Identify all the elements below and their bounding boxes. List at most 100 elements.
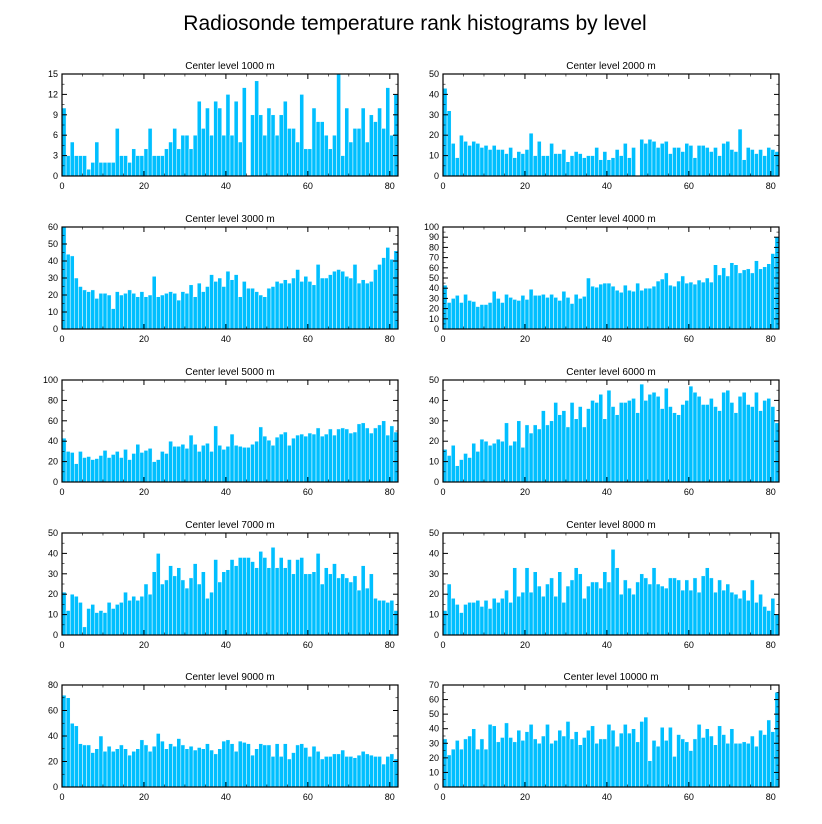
bar bbox=[155, 553, 161, 636]
bar bbox=[131, 751, 137, 788]
bar bbox=[356, 589, 362, 636]
bar bbox=[639, 139, 645, 177]
bar bbox=[90, 459, 96, 483]
bar bbox=[758, 268, 763, 330]
bar bbox=[459, 748, 464, 788]
bar bbox=[381, 257, 386, 330]
bar bbox=[151, 745, 157, 788]
bar bbox=[577, 153, 583, 177]
bar bbox=[676, 579, 681, 636]
bar bbox=[618, 155, 624, 177]
bar bbox=[758, 410, 763, 483]
bar bbox=[676, 414, 681, 483]
bar bbox=[680, 589, 686, 636]
bar bbox=[532, 571, 538, 636]
bar bbox=[102, 612, 108, 636]
bar bbox=[561, 410, 567, 483]
bar bbox=[151, 276, 157, 330]
bar bbox=[278, 756, 284, 788]
bar bbox=[369, 281, 374, 330]
bar bbox=[98, 293, 104, 330]
x-tick-label: 0 bbox=[440, 181, 445, 191]
bar bbox=[586, 277, 591, 330]
bar bbox=[168, 743, 173, 788]
bar bbox=[176, 738, 182, 788]
bar bbox=[684, 741, 690, 788]
bar bbox=[680, 738, 686, 788]
bar bbox=[618, 292, 624, 330]
panel-title: Center level 5000 m bbox=[185, 367, 275, 378]
bar bbox=[479, 738, 485, 788]
x-tick-label: 0 bbox=[440, 792, 445, 802]
bar bbox=[307, 432, 313, 483]
bar bbox=[69, 255, 75, 330]
bar bbox=[471, 141, 477, 177]
bar bbox=[745, 147, 751, 177]
bar bbox=[344, 107, 350, 177]
bar bbox=[491, 725, 497, 788]
bar bbox=[754, 745, 759, 788]
bar bbox=[135, 600, 141, 636]
bar bbox=[541, 595, 546, 636]
y-tick-label: 30 bbox=[429, 569, 439, 579]
bar bbox=[123, 591, 128, 636]
bar bbox=[373, 269, 378, 330]
bar bbox=[762, 155, 767, 177]
bar bbox=[246, 287, 251, 330]
x-tick-label: 0 bbox=[59, 487, 64, 497]
bar bbox=[512, 157, 518, 177]
bar bbox=[287, 128, 292, 177]
bar bbox=[553, 153, 558, 177]
bar bbox=[721, 589, 726, 636]
bar bbox=[700, 404, 706, 483]
bar bbox=[110, 454, 116, 483]
bar bbox=[606, 724, 612, 788]
bar bbox=[65, 451, 71, 483]
bar bbox=[233, 751, 239, 788]
bar bbox=[741, 589, 747, 636]
bar bbox=[274, 281, 280, 330]
bar bbox=[573, 151, 579, 177]
bar bbox=[336, 269, 341, 330]
bar bbox=[201, 291, 206, 330]
bar bbox=[188, 434, 194, 483]
bar bbox=[504, 153, 509, 177]
bar bbox=[106, 294, 112, 330]
panel-title: Center level 9000 m bbox=[185, 672, 275, 683]
bar bbox=[311, 433, 317, 483]
bar bbox=[651, 740, 657, 788]
bar bbox=[340, 427, 345, 483]
bar bbox=[721, 734, 726, 788]
bar bbox=[69, 593, 75, 636]
bar bbox=[213, 559, 218, 636]
bar bbox=[287, 559, 292, 636]
bar bbox=[475, 306, 481, 330]
bar bbox=[688, 385, 694, 483]
bar bbox=[631, 728, 636, 788]
bar bbox=[69, 723, 75, 788]
bar bbox=[377, 424, 382, 483]
bar bbox=[201, 445, 206, 483]
bar bbox=[512, 741, 518, 788]
x-tick-label: 60 bbox=[684, 334, 694, 344]
bar bbox=[750, 735, 755, 788]
bar bbox=[262, 134, 268, 177]
bar bbox=[381, 763, 386, 788]
bar bbox=[143, 450, 149, 483]
bar bbox=[65, 155, 71, 177]
bar bbox=[766, 719, 772, 788]
bar bbox=[78, 602, 83, 636]
bar bbox=[82, 155, 87, 177]
x-tick-label: 40 bbox=[221, 334, 231, 344]
bar bbox=[672, 147, 677, 177]
bar bbox=[377, 600, 382, 636]
bar bbox=[545, 155, 550, 177]
bar bbox=[643, 143, 649, 177]
bar bbox=[168, 565, 173, 636]
bar bbox=[147, 593, 153, 636]
bar bbox=[369, 114, 374, 177]
bar bbox=[631, 291, 636, 330]
bar bbox=[442, 449, 448, 483]
bar bbox=[713, 406, 718, 483]
bar bbox=[672, 756, 677, 788]
